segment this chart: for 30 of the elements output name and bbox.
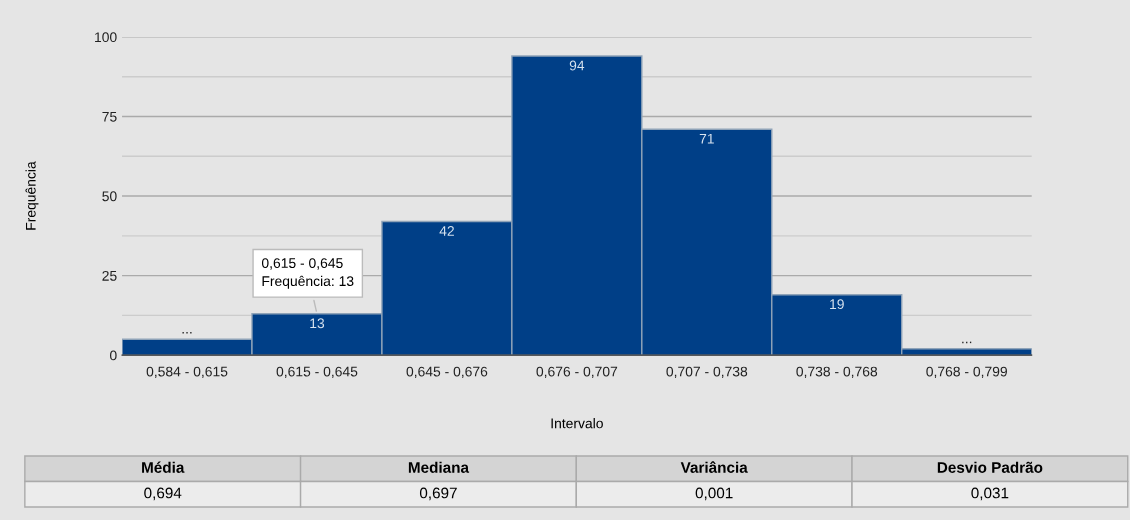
text: Média xyxy=(142,461,185,473)
x-axis-title: Intervalo xyxy=(551,418,603,429)
data-label: 71 xyxy=(699,133,714,144)
x-tick-label: 0,738 - 0,768 xyxy=(796,366,878,379)
text: 0,697 xyxy=(419,487,457,501)
data-label: ... xyxy=(182,332,192,334)
y-tick-label: 75 xyxy=(102,111,117,122)
data-label: 42 xyxy=(439,226,454,236)
y-tick-label: 0 xyxy=(110,350,117,361)
x-tick-label: 0,584 - 0,615 xyxy=(146,366,228,379)
x-tick-label: 0,645 - 0,676 xyxy=(406,366,488,379)
data-label: 94 xyxy=(569,60,585,71)
text: Mediana xyxy=(408,461,470,473)
y-tick-label: 25 xyxy=(102,270,117,281)
data-label: 13 xyxy=(310,318,325,329)
text: Variância xyxy=(680,461,748,473)
x-tick-label: 0,768 - 0,799 xyxy=(926,366,1007,379)
data-label: 19 xyxy=(830,299,844,310)
data-label: ... xyxy=(962,341,972,344)
x-tick-label: 0,707 - 0,738 xyxy=(666,366,748,379)
annotation: 0,615 - 0,645 Frequência: 13 xyxy=(261,258,354,289)
text: 0,001 xyxy=(695,487,733,501)
y-axis-title: Frequência xyxy=(25,161,39,230)
text: 0,694 xyxy=(144,487,182,501)
text: 0,031 xyxy=(971,487,1009,501)
y-tick-label: 50 xyxy=(102,191,117,202)
text: Desvio Padrão xyxy=(937,461,1043,473)
y-tick-label: 100 xyxy=(95,32,117,43)
x-tick-label: 0,615 - 0,645 xyxy=(276,366,358,379)
x-tick-label: 0,676 - 0,707 xyxy=(536,366,618,379)
